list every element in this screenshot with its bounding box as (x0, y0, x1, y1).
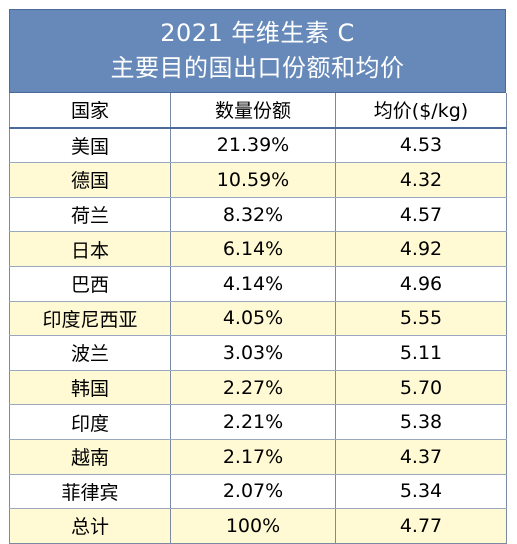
country-cell: 美国 (9, 127, 171, 164)
table-row: 巴西 4.14% 4.96 (9, 266, 507, 302)
share-cell: 2.07% (170, 474, 336, 510)
country-cell: 印度 (9, 404, 171, 440)
price-cell: 4.92 (335, 231, 507, 267)
table-title: 2021 年维生素 C 主要目的国出口份额和均价 (9, 9, 506, 93)
share-cell: 100% (170, 508, 336, 544)
price-cell: 4.32 (335, 162, 507, 198)
table-row: 德国 10.59% 4.32 (9, 162, 507, 198)
share-cell: 21.39% (170, 127, 336, 164)
price-cell: 5.34 (335, 474, 507, 510)
export-share-table: 国家 数量份额 均价($/kg) 美国 21.39% 4.53 德国 10.59… (9, 93, 507, 544)
country-cell: 巴西 (9, 266, 171, 302)
table-row: 印度 2.21% 5.38 (9, 404, 507, 440)
header-row: 国家 数量份额 均价($/kg) (9, 93, 507, 129)
price-cell: 5.55 (335, 301, 507, 337)
column-header-price: 均价($/kg) (335, 93, 507, 129)
price-cell: 4.37 (335, 439, 507, 475)
export-share-table-card: 2021 年维生素 C 主要目的国出口份额和均价 国家 数量份额 均价($/kg… (9, 9, 507, 544)
title-line-2: 主要目的国出口份额和均价 (110, 54, 405, 82)
share-cell: 4.14% (170, 266, 336, 302)
column-header-country: 国家 (9, 93, 171, 129)
column-header-share: 数量份额 (170, 93, 336, 129)
country-cell: 总计 (9, 508, 171, 544)
country-cell: 德国 (9, 162, 171, 198)
price-cell: 5.11 (335, 335, 507, 371)
price-cell: 4.96 (335, 266, 507, 302)
table-row: 波兰 3.03% 5.11 (9, 335, 507, 371)
country-cell: 日本 (9, 231, 171, 267)
country-cell: 波兰 (9, 335, 171, 371)
share-cell: 10.59% (170, 162, 336, 198)
title-line-1: 2021 年维生素 C (160, 19, 355, 47)
country-cell: 越南 (9, 439, 171, 475)
share-cell: 2.21% (170, 404, 336, 440)
table-row: 菲律宾 2.07% 5.34 (9, 474, 507, 510)
share-cell: 3.03% (170, 335, 336, 371)
share-cell: 4.05% (170, 301, 336, 337)
table-row: 美国 21.39% 4.53 (9, 127, 507, 164)
total-row: 总计 100% 4.77 (9, 508, 507, 544)
price-cell: 5.70 (335, 370, 507, 406)
table-row: 韩国 2.27% 5.70 (9, 370, 507, 406)
table-row: 日本 6.14% 4.92 (9, 231, 507, 267)
price-cell: 4.57 (335, 197, 507, 233)
share-cell: 6.14% (170, 231, 336, 267)
table-row: 越南 2.17% 4.37 (9, 439, 507, 475)
share-cell: 8.32% (170, 197, 336, 233)
country-cell: 韩国 (9, 370, 171, 406)
share-cell: 2.17% (170, 439, 336, 475)
country-cell: 荷兰 (9, 197, 171, 233)
share-cell: 2.27% (170, 370, 336, 406)
price-cell: 4.77 (335, 508, 507, 544)
country-cell: 印度尼西亚 (9, 301, 171, 337)
price-cell: 5.38 (335, 404, 507, 440)
table-row: 荷兰 8.32% 4.57 (9, 197, 507, 233)
table-row: 印度尼西亚 4.05% 5.55 (9, 301, 507, 337)
country-cell: 菲律宾 (9, 474, 171, 510)
price-cell: 4.53 (335, 127, 507, 164)
